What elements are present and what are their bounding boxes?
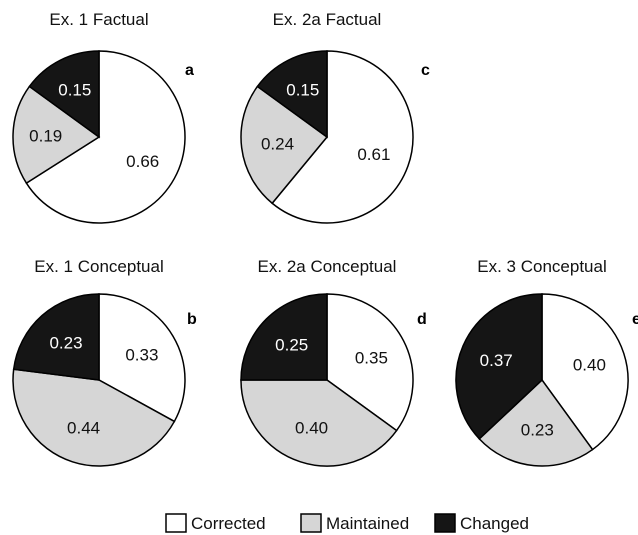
pie-panels: Ex. 1 Factual 0.66 0.19 0.15 a Ex. 2a Factual… [12, 10, 638, 467]
legend-swatch-corrected [165, 513, 187, 533]
slice-label-corrected: 0.66 [126, 152, 159, 171]
slice-label-changed: 0.15 [286, 81, 319, 100]
pie-panel: Ex. 1 Conceptual 0.33 0.44 0.23 b [12, 257, 197, 467]
slice-label-corrected: 0.35 [355, 348, 388, 367]
slice-label-maintained: 0.19 [29, 126, 62, 145]
slice-label-corrected: 0.33 [125, 346, 158, 365]
pie-slice-maintained [240, 379, 398, 467]
pie-panel: Ex. 3 Conceptual 0.40 0.23 0.37 e [455, 257, 638, 467]
panel-letter: a [185, 62, 194, 79]
legend-item-changed: Changed [434, 513, 529, 533]
slice-label-maintained: 0.23 [521, 421, 554, 440]
slice-label-corrected: 0.61 [357, 145, 390, 164]
legend-item-corrected: Corrected [165, 513, 266, 533]
legend-label-corrected: Corrected [191, 514, 266, 533]
pie-slice-changed [256, 50, 328, 139]
pie-title: Ex. 2a Factual [273, 10, 382, 29]
slice-label-changed: 0.37 [480, 351, 513, 370]
pie-slice-corrected [271, 50, 414, 224]
pie-title: Ex. 3 Conceptual [477, 257, 606, 276]
slice-label-maintained: 0.24 [261, 134, 294, 153]
slice-label-maintained: 0.40 [295, 418, 328, 437]
legend-label-maintained: Maintained [326, 514, 409, 533]
pie-title: Ex. 1 Factual [49, 10, 148, 29]
pie-slice-maintained [12, 85, 101, 185]
pie-slice-corrected [326, 293, 414, 432]
pie-title: Ex. 1 Conceptual [34, 257, 163, 276]
pie-slice-corrected [541, 293, 629, 451]
slice-label-corrected: 0.40 [573, 356, 606, 375]
legend-swatch-maintained [300, 513, 322, 533]
pie-slice-changed [455, 293, 543, 440]
pie-slice-maintained [240, 85, 329, 205]
pie-slice-maintained [478, 378, 594, 467]
pie-panel: Ex. 1 Factual 0.66 0.19 0.15 a [12, 10, 194, 224]
slice-label-changed: 0.23 [49, 334, 82, 353]
pie-slice-changed [12, 293, 100, 381]
panel-letter: b [187, 311, 197, 328]
pie-slice-maintained [12, 368, 176, 467]
legend: Corrected Maintained Changed [165, 513, 529, 533]
panel-letter: d [417, 311, 427, 328]
panel-letter: e [632, 311, 638, 328]
pie-slice-corrected [25, 50, 186, 224]
slice-label-changed: 0.15 [58, 81, 91, 100]
pie-panel: Ex. 2a Conceptual 0.35 0.40 0.25 d [240, 257, 427, 467]
pie-slice-changed [240, 293, 328, 381]
legend-swatch-changed [434, 513, 456, 533]
legend-item-maintained: Maintained [300, 513, 409, 533]
pie-slice-corrected [98, 293, 186, 423]
legend-label-changed: Changed [460, 514, 529, 533]
slice-label-maintained: 0.44 [67, 418, 100, 437]
slice-label-changed: 0.25 [275, 336, 308, 355]
pie-slice-changed [28, 50, 100, 139]
panel-letter: c [421, 62, 430, 79]
pie-title: Ex. 2a Conceptual [258, 257, 397, 276]
pie-panel: Ex. 2a Factual 0.61 0.24 0.15 c [240, 10, 430, 224]
